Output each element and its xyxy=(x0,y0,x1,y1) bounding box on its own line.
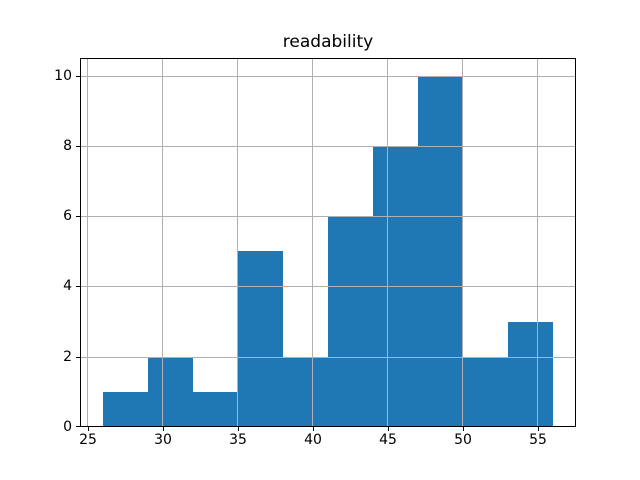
gridline-horizontal xyxy=(80,146,576,147)
grid-layer xyxy=(80,58,576,427)
y-tick-mark xyxy=(76,76,80,77)
y-tick-mark xyxy=(76,357,80,358)
x-tick-mark xyxy=(88,427,89,431)
x-tick-mark xyxy=(313,427,314,431)
gridline-vertical xyxy=(462,58,463,427)
gridline-horizontal xyxy=(80,76,576,77)
y-tick-label: 4 xyxy=(63,278,72,294)
x-tick-label: 45 xyxy=(379,432,397,448)
x-tick-label: 40 xyxy=(304,432,322,448)
y-tick-label: 8 xyxy=(63,138,72,154)
gridline-vertical xyxy=(87,58,88,427)
bars-layer xyxy=(80,58,576,427)
gridline-vertical xyxy=(237,58,238,427)
gridline-horizontal xyxy=(80,426,576,427)
x-tick-label: 35 xyxy=(229,432,247,448)
x-tick-label: 55 xyxy=(529,432,547,448)
histogram-bar xyxy=(508,322,553,427)
gridline-horizontal xyxy=(80,357,576,358)
y-tick-mark xyxy=(76,426,80,427)
y-tick-label: 0 xyxy=(63,419,72,435)
y-tick-label: 6 xyxy=(63,208,72,224)
x-tick-mark xyxy=(463,427,464,431)
plot-area xyxy=(80,58,576,427)
gridline-vertical xyxy=(162,58,163,427)
gridline-horizontal xyxy=(80,216,576,217)
y-tick-mark xyxy=(76,286,80,287)
histogram-bar xyxy=(193,392,238,427)
gridline-vertical xyxy=(537,58,538,427)
histogram-bar xyxy=(463,357,508,427)
histogram-bar xyxy=(283,357,328,427)
histogram-bar xyxy=(328,216,373,427)
x-tick-mark xyxy=(238,427,239,431)
y-tick-mark xyxy=(76,146,80,147)
histogram-bar xyxy=(238,251,283,427)
gridline-vertical xyxy=(312,58,313,427)
histogram-bar xyxy=(418,76,463,427)
chart-title: readability xyxy=(282,32,374,52)
gridline-horizontal xyxy=(80,286,576,287)
x-tick-mark xyxy=(538,427,539,431)
x-tick-label: 25 xyxy=(79,432,97,448)
x-tick-label: 30 xyxy=(154,432,172,448)
histogram-bar xyxy=(103,392,148,427)
y-tick-mark xyxy=(76,216,80,217)
x-tick-mark xyxy=(163,427,164,431)
y-tick-label: 2 xyxy=(63,349,72,365)
histogram-bar xyxy=(148,357,193,427)
x-tick-label: 50 xyxy=(454,432,472,448)
y-tick-label: 10 xyxy=(54,68,72,84)
gridline-vertical xyxy=(387,58,388,427)
x-tick-mark xyxy=(388,427,389,431)
